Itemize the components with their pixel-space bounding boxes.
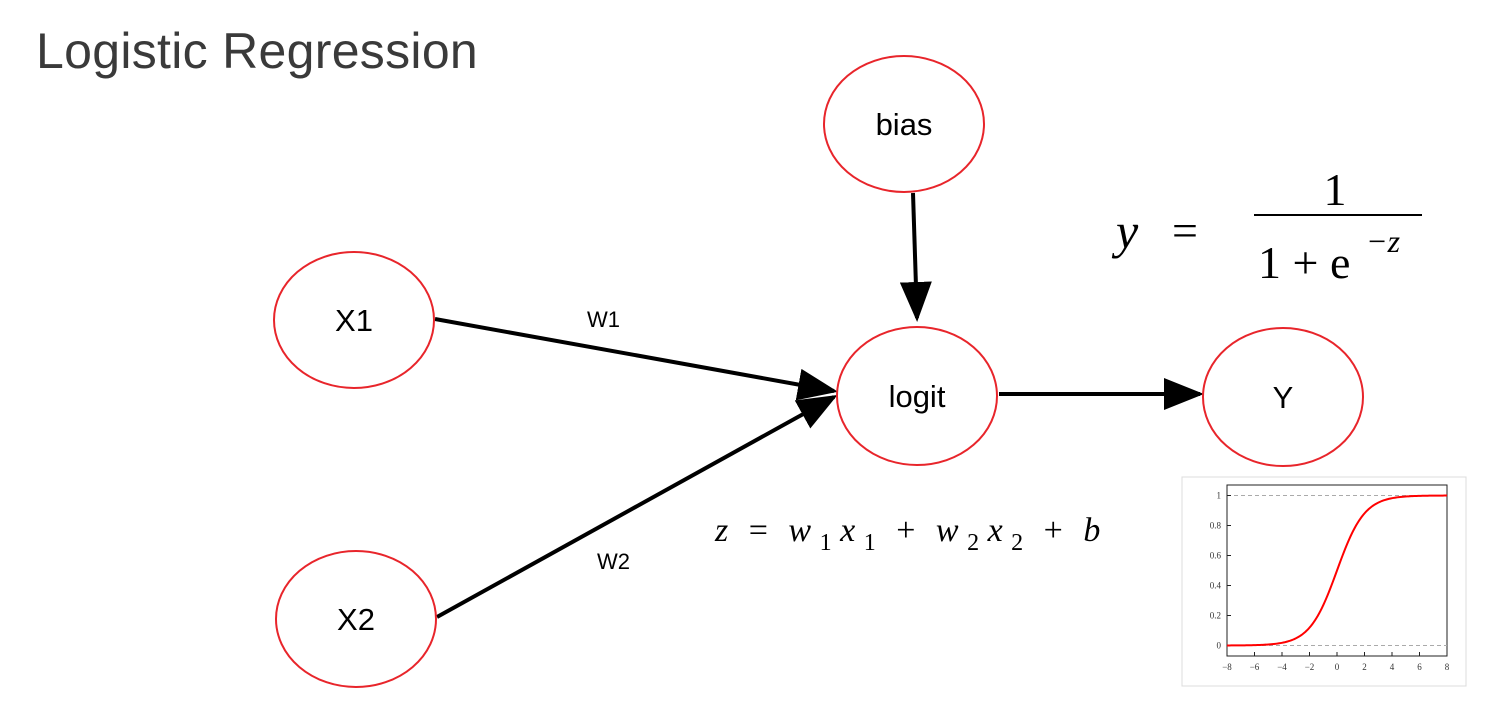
node-y: Y [1202,327,1364,467]
linear-formula: z = w 1 x 1 + w 2 x 2 + b [714,512,1100,558]
node-x2-label: X2 [337,602,375,637]
linear-formula-text: z = w 1 x 1 + w 2 x 2 + b [714,512,1100,558]
sigmoid-denominator-base: 1 + e [1258,237,1350,288]
lin-w1-sub: 1 [820,530,832,556]
x-tick-label: 6 [1417,662,1422,672]
lin-w2-sub: 2 [967,530,979,556]
node-x2: X2 [275,550,437,688]
node-logit: logit [836,326,998,466]
slide-title: Logistic Regression [36,23,479,79]
sigmoid-exponent: −z [1366,223,1401,259]
plot-layer: 0 0.2 0.4 0.6 0.8 1 −8 −6 −4 −2 0 2 4 6 8 [1210,491,1450,673]
edge-x2-logit [436,395,838,619]
node-bias-label: bias [876,107,933,142]
sigmoid-plot: 0 0.2 0.4 0.6 0.8 1 −8 −6 −4 −2 0 2 4 6 8 [1181,476,1467,687]
node-logit-label: logit [889,379,946,414]
y-tick-label: 0.6 [1210,551,1222,561]
sigmoid-numerator: 1 [1324,164,1347,215]
y-tick-label: 0.2 [1210,611,1221,621]
lin-z: z [714,512,728,549]
edges [434,192,1204,619]
x-tick-label: −4 [1277,662,1287,672]
node-x1: X1 [273,251,435,389]
lin-eq: = [749,512,768,549]
x-tick-label: 8 [1445,662,1450,672]
x-tick-label: −8 [1222,662,1232,672]
lin-plus2: + [1044,512,1063,549]
y-tick-label: 0.4 [1210,581,1222,591]
node-x2-circle [275,550,437,688]
edge-bias-logit [899,192,932,322]
sigmoid-formula: y = 1 1 + e −z [1111,164,1422,288]
lin-x2-sub: 2 [1011,530,1023,556]
x-tick-label: −2 [1305,662,1315,672]
edge-x1-logit [434,317,838,401]
y-tick-label: 0.8 [1210,521,1222,531]
node-y-label: Y [1273,380,1294,415]
node-bias: bias [823,55,985,193]
node-y-circle [1202,327,1364,467]
edge-label-w2: W2 [597,549,630,574]
node-bias-circle [823,55,985,193]
sigmoid-denominator: 1 + e [1258,237,1350,288]
lin-x1-sub: 1 [864,530,876,556]
sigmoid-lhs: y [1111,203,1139,259]
lin-b: b [1083,512,1100,549]
y-tick-label: 1 [1217,491,1222,501]
sigmoid-curve [1226,494,1448,647]
x-tick-label: 2 [1362,662,1367,672]
lin-x2: x [987,512,1003,549]
lin-x1: x [839,512,855,549]
x-tick-label: 0 [1335,662,1340,672]
edge-label-w1: W1 [587,307,620,332]
sigmoid-equals: = [1172,205,1198,256]
x-tick-label: 4 [1390,662,1395,672]
x-tick-label: −6 [1250,662,1260,672]
plot-frame [1181,476,1467,687]
node-logit-circle [836,326,998,466]
node-x1-label: X1 [335,303,373,338]
lin-w2: w [936,512,959,549]
y-tick-label: 0 [1217,641,1222,651]
lin-plus1: + [896,512,915,549]
node-x1-circle [273,251,435,389]
lin-w1: w [788,512,811,549]
